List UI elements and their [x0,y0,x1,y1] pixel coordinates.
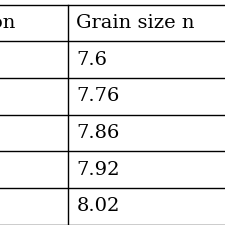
Text: Grain size n: Grain size n [76,14,195,32]
Text: 7.92: 7.92 [76,161,120,179]
Text: 7.86: 7.86 [76,124,120,142]
Text: 7.6: 7.6 [76,51,108,69]
Text: 8.02: 8.02 [76,197,120,215]
Text: 7.76: 7.76 [76,87,120,105]
Text: on: on [0,14,15,32]
